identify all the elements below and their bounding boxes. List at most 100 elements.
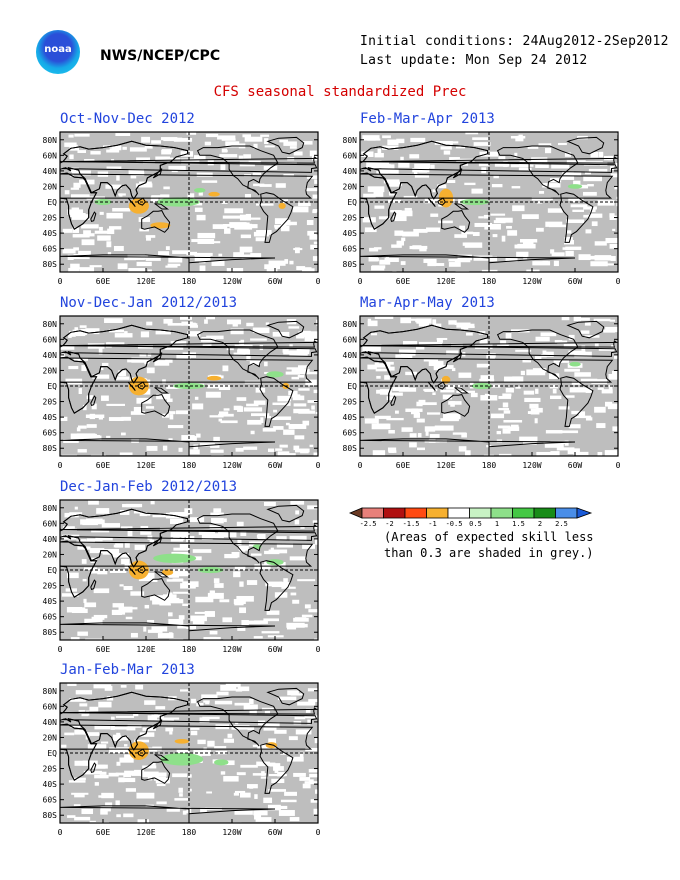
legend-label: 1 bbox=[495, 520, 499, 528]
legend-label: 2.5 bbox=[555, 520, 568, 528]
lon-label: 0 bbox=[58, 828, 63, 837]
lat-label: 80N bbox=[43, 136, 58, 145]
lat-label: 20S bbox=[43, 398, 58, 407]
lat-label: 40N bbox=[43, 351, 58, 360]
wet-anomaly bbox=[266, 559, 284, 566]
last-update: Last update: Mon Sep 24 2012 bbox=[360, 53, 588, 68]
lat-label: 40N bbox=[343, 167, 358, 176]
lon-label: 0 bbox=[616, 277, 621, 286]
wet-anomaly bbox=[460, 198, 489, 206]
lon-label: 180 bbox=[482, 277, 497, 286]
dry-anomaly bbox=[161, 569, 174, 576]
lon-label: 60W bbox=[268, 828, 283, 837]
lon-label: 120E bbox=[136, 461, 155, 470]
lon-label: 60E bbox=[96, 277, 111, 286]
lat-label: 60N bbox=[343, 335, 358, 344]
legend-swatch bbox=[383, 507, 406, 519]
legend-swatch bbox=[490, 507, 513, 519]
legend-label: -2 bbox=[385, 520, 393, 528]
lat-label: 80S bbox=[43, 628, 58, 637]
lat-label: 80S bbox=[43, 811, 58, 820]
legend-swatch bbox=[404, 507, 427, 519]
lat-label: 80S bbox=[343, 444, 358, 453]
lat-label: EQ bbox=[347, 198, 357, 207]
lat-label: EQ bbox=[347, 382, 357, 391]
color-legend: -2.5 -2 -1.5 -1 -0.5 0.5 1 1.5 2 2.5 bbox=[348, 507, 593, 528]
panel-title-4: Mar-Apr-May 2013 bbox=[360, 295, 495, 311]
lon-label: 0 bbox=[58, 277, 63, 286]
legend-label: 1.5 bbox=[512, 520, 525, 528]
legend-swatch bbox=[512, 507, 535, 519]
lon-label: 120E bbox=[136, 828, 155, 837]
lat-label: 80N bbox=[43, 504, 58, 513]
lat-label: 80N bbox=[343, 320, 358, 329]
lon-label: 120E bbox=[136, 645, 155, 654]
lat-label: 80S bbox=[43, 444, 58, 453]
wet-anomaly bbox=[160, 753, 204, 766]
lat-label: 20S bbox=[343, 214, 358, 223]
wet-anomaly bbox=[266, 371, 284, 378]
page-title: CFS seasonal standardized Prec bbox=[213, 84, 467, 100]
lat-label: 60S bbox=[343, 245, 358, 254]
lon-label: 60W bbox=[568, 277, 583, 286]
lon-label: 180 bbox=[182, 277, 197, 286]
legend-swatch bbox=[426, 507, 449, 519]
skill-texture bbox=[61, 683, 330, 829]
lat-label: 60N bbox=[343, 151, 358, 160]
lon-label: 0 bbox=[358, 461, 363, 470]
lon-label: 0 bbox=[316, 277, 321, 286]
legend-label: -1.5 bbox=[403, 520, 420, 528]
lon-label: 60W bbox=[568, 461, 583, 470]
lat-label: 40N bbox=[43, 718, 58, 727]
lon-label: 60E bbox=[96, 828, 111, 837]
lat-label: 40N bbox=[43, 535, 58, 544]
lon-label: 120W bbox=[222, 828, 241, 837]
lon-label: 60E bbox=[96, 645, 111, 654]
lon-label: 0 bbox=[616, 461, 621, 470]
lon-label: 120W bbox=[222, 645, 241, 654]
coastlines bbox=[47, 687, 319, 823]
dry-anomaly bbox=[128, 741, 149, 760]
lon-label: 120W bbox=[522, 461, 541, 470]
coastlines bbox=[47, 136, 319, 272]
lat-label: 40S bbox=[43, 597, 58, 606]
panel-title-6: Jan-Feb-Mar 2013 bbox=[60, 662, 195, 678]
lat-label: 20N bbox=[43, 733, 58, 742]
lon-label: 0 bbox=[316, 828, 321, 837]
lat-label: 80N bbox=[343, 136, 358, 145]
lon-label: 60E bbox=[396, 277, 411, 286]
lat-label: EQ bbox=[47, 198, 57, 207]
wet-anomaly bbox=[567, 184, 583, 189]
lat-label: 60S bbox=[343, 429, 358, 438]
dry-anomaly bbox=[174, 739, 189, 744]
legend-label: 2 bbox=[538, 520, 542, 528]
lat-label: 80S bbox=[343, 260, 358, 269]
coastlines bbox=[47, 320, 319, 456]
panel-title-1: Oct-Nov-Dec 2012 bbox=[60, 111, 195, 127]
lat-label: 60N bbox=[43, 151, 58, 160]
lon-label: 180 bbox=[182, 828, 197, 837]
lat-label: 20N bbox=[43, 366, 58, 375]
lat-label: 40N bbox=[43, 167, 58, 176]
agency-name: NWS/NCEP/CPC bbox=[100, 48, 221, 64]
panel-title-3: Nov-Dec-Jan 2012/2013 bbox=[60, 295, 238, 311]
lon-label: 120E bbox=[136, 277, 155, 286]
lat-label: EQ bbox=[47, 566, 57, 575]
lat-label: 40S bbox=[43, 229, 58, 238]
panel-title-2: Feb-Mar-Apr 2013 bbox=[360, 111, 495, 127]
lon-label: 60E bbox=[96, 461, 111, 470]
lat-label: 40S bbox=[43, 413, 58, 422]
lon-label: 120W bbox=[222, 461, 241, 470]
legend-right-arrow bbox=[576, 507, 593, 519]
lat-label: 60S bbox=[43, 245, 58, 254]
lon-label: 60W bbox=[268, 277, 283, 286]
lat-label: EQ bbox=[47, 749, 57, 758]
wet-anomaly bbox=[214, 759, 229, 766]
legend-swatch bbox=[361, 507, 384, 519]
wet-anomaly bbox=[569, 361, 581, 367]
lat-label: EQ bbox=[47, 382, 57, 391]
